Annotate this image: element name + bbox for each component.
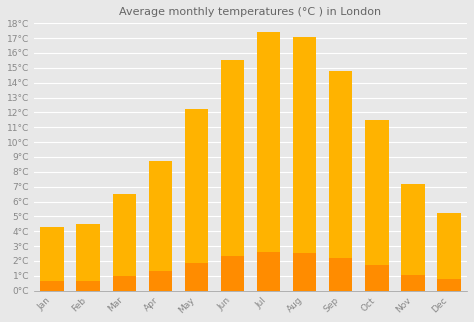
- Bar: [76, 224, 100, 291]
- Title: Average monthly temperatures (°C ) in London: Average monthly temperatures (°C ) in Lo…: [119, 7, 382, 17]
- Bar: [365, 120, 389, 291]
- Bar: [401, 184, 425, 291]
- Bar: [329, 71, 353, 291]
- Bar: [76, 281, 100, 291]
- Bar: [293, 37, 317, 291]
- Bar: [365, 265, 389, 291]
- Bar: [221, 256, 244, 291]
- Bar: [149, 271, 172, 291]
- Bar: [438, 213, 461, 291]
- Bar: [149, 161, 172, 291]
- Bar: [40, 227, 64, 291]
- Bar: [293, 252, 317, 291]
- Bar: [257, 252, 280, 291]
- Bar: [185, 109, 208, 291]
- Bar: [401, 275, 425, 291]
- Bar: [221, 61, 244, 291]
- Bar: [329, 258, 353, 291]
- Bar: [185, 263, 208, 291]
- Bar: [112, 276, 136, 291]
- Bar: [257, 32, 280, 291]
- Bar: [112, 194, 136, 291]
- Bar: [40, 281, 64, 291]
- Bar: [438, 279, 461, 291]
